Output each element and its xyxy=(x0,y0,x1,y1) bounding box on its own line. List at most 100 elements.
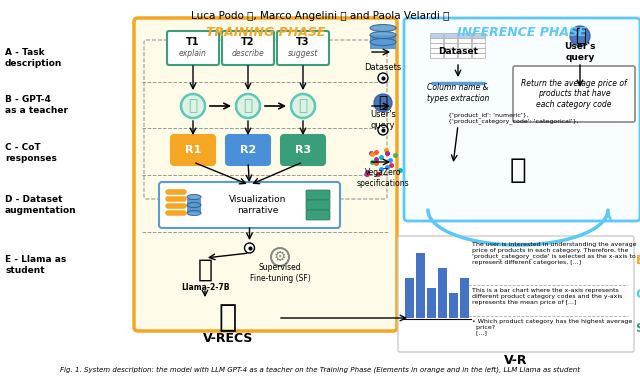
Text: User's
query: User's query xyxy=(370,110,396,130)
FancyBboxPatch shape xyxy=(404,18,640,221)
Text: User's
query: User's query xyxy=(564,42,596,62)
Bar xyxy=(187,199,201,213)
Bar xyxy=(430,43,443,47)
Bar xyxy=(458,43,471,47)
Bar xyxy=(472,38,485,42)
Text: Llama-2-7B: Llama-2-7B xyxy=(180,284,229,293)
Text: VegaZero
specifications: VegaZero specifications xyxy=(356,168,410,188)
Text: Datasets: Datasets xyxy=(364,62,402,71)
Text: T2: T2 xyxy=(241,37,255,47)
FancyBboxPatch shape xyxy=(167,31,219,65)
Bar xyxy=(458,33,471,38)
Text: • Which product category has the highest average
  price?
  [...]: • Which product category has the highest… xyxy=(472,319,632,336)
Bar xyxy=(444,48,457,53)
Text: ✨: ✨ xyxy=(188,99,198,114)
Text: D - Dataset
augmentation: D - Dataset augmentation xyxy=(5,195,77,215)
Ellipse shape xyxy=(370,38,396,45)
Ellipse shape xyxy=(370,32,396,38)
FancyBboxPatch shape xyxy=(398,236,634,352)
Text: 🦙: 🦙 xyxy=(198,258,212,282)
Text: explain: explain xyxy=(179,49,207,58)
Text: S: S xyxy=(636,321,640,335)
Text: TRAINING PHASE: TRAINING PHASE xyxy=(206,26,325,38)
Text: R2: R2 xyxy=(240,145,256,155)
FancyBboxPatch shape xyxy=(281,135,325,165)
Ellipse shape xyxy=(370,24,396,32)
FancyBboxPatch shape xyxy=(222,31,274,65)
Text: ✨: ✨ xyxy=(243,99,253,114)
Text: {'product_id': 'numeric'},
{'product_category_code': 'categorical'},: {'product_id': 'numeric'}, {'product_cat… xyxy=(448,112,579,124)
Bar xyxy=(430,33,443,38)
Circle shape xyxy=(244,243,255,253)
FancyBboxPatch shape xyxy=(306,190,330,200)
Circle shape xyxy=(374,94,392,112)
Text: describe: describe xyxy=(232,49,264,58)
Circle shape xyxy=(236,94,260,118)
Bar xyxy=(444,53,457,58)
Text: C: C xyxy=(636,288,640,302)
Text: T3: T3 xyxy=(296,37,310,47)
Bar xyxy=(430,53,443,58)
Text: T1: T1 xyxy=(186,37,200,47)
Bar xyxy=(472,43,485,47)
Bar xyxy=(416,253,425,318)
FancyBboxPatch shape xyxy=(171,135,215,165)
Circle shape xyxy=(291,94,315,118)
Text: 👤: 👤 xyxy=(378,96,388,111)
Ellipse shape xyxy=(187,194,201,200)
Bar xyxy=(430,48,443,53)
Text: V-R: V-R xyxy=(504,353,528,367)
Text: Supervised
Fine-tuning (SF): Supervised Fine-tuning (SF) xyxy=(250,263,310,283)
Bar xyxy=(427,288,436,318)
Bar xyxy=(444,38,457,42)
Bar xyxy=(444,43,457,47)
Text: suggest: suggest xyxy=(288,49,318,58)
Text: B - GPT-4
as a teacher: B - GPT-4 as a teacher xyxy=(5,95,68,115)
Bar xyxy=(370,35,396,49)
Text: R1: R1 xyxy=(185,145,201,155)
FancyBboxPatch shape xyxy=(306,200,330,210)
Text: C - CoT
responses: C - CoT responses xyxy=(5,143,57,163)
FancyBboxPatch shape xyxy=(306,210,330,220)
Ellipse shape xyxy=(187,211,201,215)
FancyBboxPatch shape xyxy=(513,66,635,122)
Text: 🦖: 🦖 xyxy=(509,156,526,184)
Bar xyxy=(458,53,471,58)
Text: Dataset: Dataset xyxy=(438,47,478,56)
Bar xyxy=(405,278,414,318)
Ellipse shape xyxy=(187,203,201,208)
Text: A - Task
description: A - Task description xyxy=(5,48,62,68)
Bar xyxy=(449,293,458,318)
Text: V-RECS: V-RECS xyxy=(203,332,253,344)
Text: Column name &
types extraction: Column name & types extraction xyxy=(427,83,489,103)
Bar xyxy=(458,48,471,53)
Text: This is a bar chart where the x-axis represents
different product category codes: This is a bar chart where the x-axis rep… xyxy=(472,288,622,305)
Bar xyxy=(438,268,447,318)
Text: INFERENCE PHASE: INFERENCE PHASE xyxy=(457,26,587,38)
Text: Fig. 1. System description: the model with LLM GPT-4 as a teacher on the Trainin: Fig. 1. System description: the model wi… xyxy=(60,367,580,373)
Text: 👤: 👤 xyxy=(575,27,586,45)
Bar xyxy=(472,48,485,53)
Text: Return the average price of
products that have
each category code: Return the average price of products tha… xyxy=(521,79,627,109)
Text: ✨: ✨ xyxy=(298,99,308,114)
Bar xyxy=(460,278,469,318)
Bar xyxy=(458,38,471,42)
Text: E - Llama as
student: E - Llama as student xyxy=(5,255,67,275)
FancyBboxPatch shape xyxy=(134,18,397,331)
Text: R3: R3 xyxy=(295,145,311,155)
Bar xyxy=(472,33,485,38)
Circle shape xyxy=(378,125,388,135)
Bar xyxy=(472,53,485,58)
FancyBboxPatch shape xyxy=(159,182,340,228)
Text: E: E xyxy=(636,255,640,267)
Text: Luca Podo ⓘ, Marco Angelini ⓘ and Paola Velardi ⓘ: Luca Podo ⓘ, Marco Angelini ⓘ and Paola … xyxy=(191,11,449,21)
Text: The user is interested in understanding the average
price of products in each ca: The user is interested in understanding … xyxy=(472,242,637,265)
Text: ⚙: ⚙ xyxy=(274,250,286,264)
Circle shape xyxy=(570,26,590,46)
Bar xyxy=(430,38,443,42)
Text: Visualization
narrative: Visualization narrative xyxy=(229,195,286,215)
Circle shape xyxy=(378,73,388,83)
Circle shape xyxy=(181,94,205,118)
FancyBboxPatch shape xyxy=(226,135,270,165)
FancyBboxPatch shape xyxy=(277,31,329,65)
